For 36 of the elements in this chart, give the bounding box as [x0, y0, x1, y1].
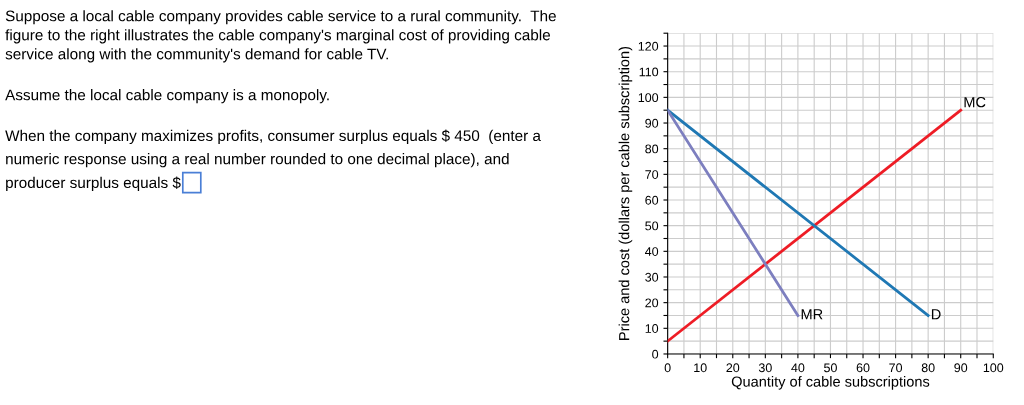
- y-tick-label: 70: [645, 170, 659, 179]
- x-tick-label: 80: [921, 363, 935, 373]
- y-tick-label: 10: [645, 324, 659, 333]
- x-tick-label: 40: [791, 363, 805, 373]
- y-tick-label: 30: [645, 272, 659, 282]
- y-tick-label: 40: [645, 247, 659, 256]
- x-tick-label: 60: [856, 363, 870, 373]
- text: Suppose a local cable company provides cable service to a rural community. The: [5, 10, 556, 25]
- text: Assume the local cable company is a monopoly.: [5, 89, 329, 104]
- series-label: MR: [801, 309, 823, 320]
- x-tick-label: 90: [954, 363, 968, 373]
- y-tick-label: 110: [639, 67, 659, 77]
- x-tick-label: 50: [824, 363, 837, 373]
- y-tick-label: 50: [645, 221, 659, 231]
- text: service along with the community's demand for cable TV.: [5, 48, 388, 63]
- x-tick-label: 70: [889, 363, 903, 373]
- text: figure to the right illustrates the cable company's marginal cost of providing cable: [5, 29, 550, 44]
- text: numeric response using a real number rounded to one decimal place), and: [6, 153, 509, 168]
- text: producer surplus equals $: [6, 176, 181, 192]
- x-axis-title: Quantity of cable subscriptions: [731, 376, 930, 390]
- series-label: D: [931, 309, 941, 320]
- series-label: MC: [964, 96, 986, 108]
- y-tick-label: 0: [652, 349, 659, 359]
- x-tick-label: 10: [694, 363, 707, 373]
- x-tick-label: 100: [983, 363, 1004, 373]
- y-tick-label: 90: [645, 118, 659, 128]
- y-tick-label: 80: [645, 144, 659, 154]
- y-axis-title: Price and cost (dollars per cable subscription): [618, 46, 633, 340]
- x-tick-label: 30: [758, 363, 772, 373]
- text: When the company maximizes profits, consumer surplus equals $ 450 (enter a: [5, 129, 541, 145]
- x-tick-label: 0: [664, 363, 671, 373]
- y-tick-label: 120: [638, 41, 659, 51]
- x-tick-label: 20: [726, 363, 740, 373]
- y-tick-label: 100: [638, 93, 659, 103]
- y-tick-label: 60: [645, 195, 659, 205]
- y-tick-label: 20: [645, 298, 659, 308]
